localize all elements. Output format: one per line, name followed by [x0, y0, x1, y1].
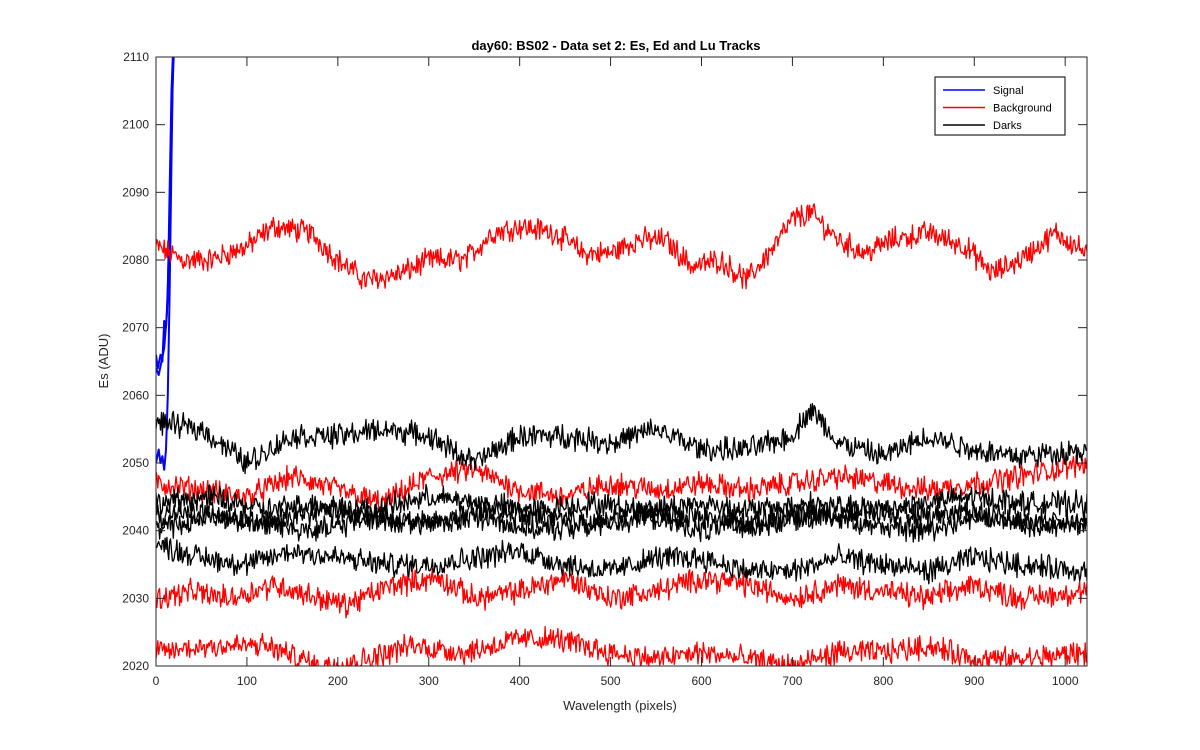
series-line-background-5	[156, 568, 1087, 619]
x-tick-label: 400	[510, 674, 530, 688]
series-line-signal-2	[156, 57, 175, 376]
legend-label-background: Background	[993, 103, 1052, 115]
y-tick-label: 2020	[122, 659, 149, 673]
x-tick-label: 100	[237, 674, 257, 688]
x-tick-label: 800	[873, 674, 893, 688]
plot-frame	[155, 56, 1088, 667]
legend-label-signal: Signal	[993, 85, 1024, 97]
chart-title: day60: BS02 - Data set 2: Es, Ed and Lu …	[471, 38, 760, 53]
y-tick-label: 2090	[122, 185, 149, 199]
y-tick-label: 2040	[122, 524, 149, 538]
x-tick-label: 1000	[1052, 674, 1079, 688]
x-tick-label: 500	[601, 674, 621, 688]
x-tick-label: 700	[782, 674, 802, 688]
series-line-darks-10	[156, 501, 1087, 543]
series-line-background-4	[156, 454, 1087, 513]
legend-label-darks: Darks	[993, 120, 1022, 132]
x-tick-label: 600	[691, 674, 711, 688]
x-axis-label: Wavelength (pixels)	[563, 698, 677, 713]
series-line-darks-11	[156, 536, 1087, 585]
x-tick-label: 0	[153, 674, 160, 688]
series-line-darks-7	[156, 402, 1087, 475]
series-line-background-3	[156, 203, 1087, 290]
x-tick-label: 200	[328, 674, 348, 688]
y-tick-label: 2050	[122, 456, 149, 470]
x-tick-label: 900	[964, 674, 984, 688]
y-tick-label: 2030	[122, 591, 149, 605]
y-axis-label: Es (ADU)	[96, 334, 111, 389]
legend: Signal Background Darks	[934, 76, 1066, 136]
y-tick-label: 2100	[122, 118, 149, 132]
y-tick-label: 2080	[122, 253, 149, 267]
y-tick-label: 2070	[122, 321, 149, 335]
x-tick-label: 300	[419, 674, 439, 688]
y-tick-label: 2060	[122, 388, 149, 402]
series-line-background-6	[156, 625, 1087, 666]
y-tick-label: 2110	[123, 50, 149, 64]
